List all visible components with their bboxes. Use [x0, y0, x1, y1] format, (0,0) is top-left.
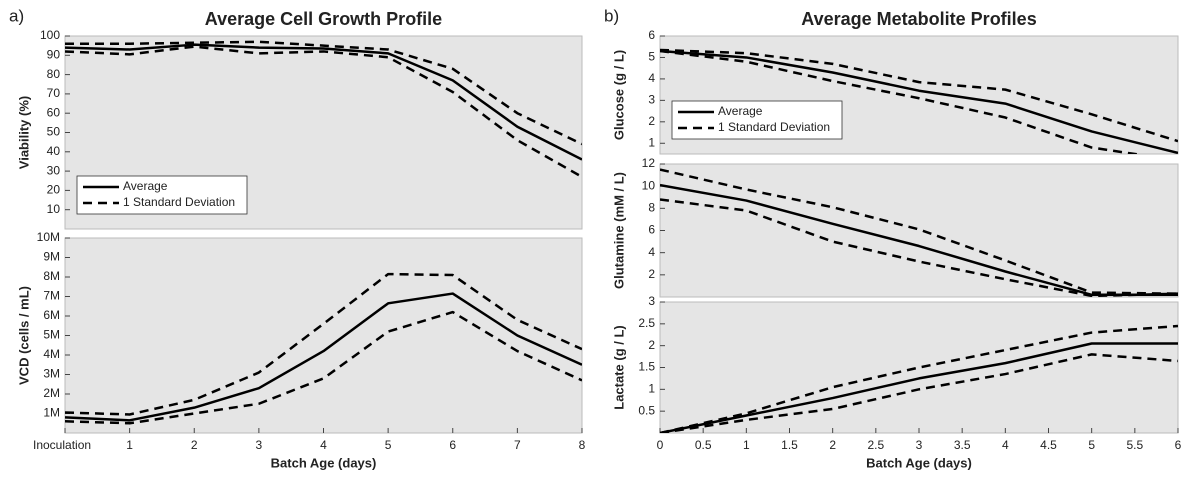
y-tick-label: 1M — [43, 406, 60, 420]
y-tick-label: 1 — [648, 135, 655, 149]
y-tick-label: 8 — [648, 201, 655, 215]
y-tick-label: 10 — [47, 202, 61, 216]
std-line — [660, 49, 1144, 154]
y-tick-label: 3 — [648, 93, 655, 107]
y-tick-label: 20 — [47, 183, 61, 197]
x-tick-label: 2 — [829, 438, 836, 452]
y-tick-label: 12 — [642, 156, 656, 170]
x-tick-label: 2.5 — [867, 438, 884, 452]
x-tick-label: 6 — [1175, 438, 1182, 452]
x-tick-label: 1.5 — [781, 438, 798, 452]
legend-box — [671, 100, 843, 140]
x-tick-label: 4.5 — [1040, 438, 1057, 452]
x-tick-label: 3 — [916, 438, 923, 452]
y-tick-label: 1 — [648, 382, 655, 396]
series-group — [660, 324, 1178, 433]
y-axis-label: Glucose (g / L) — [611, 50, 626, 140]
y-tick-label: 5 — [648, 50, 655, 64]
y-tick-label: 70 — [47, 86, 61, 100]
average-line — [65, 292, 582, 422]
y-axis-label: Glutamine (mM / L) — [611, 172, 626, 289]
y-tick-label: 4 — [648, 245, 655, 259]
y-tick-label: 50 — [47, 125, 61, 139]
y-tick-label: 5M — [43, 328, 60, 342]
y-axis-label: VCD (cells / mL) — [16, 286, 31, 385]
x-tick-label: Inoculation — [33, 438, 91, 452]
y-tick-label: 8M — [43, 269, 60, 283]
std-line — [65, 45, 582, 178]
std-line — [660, 48, 1178, 143]
series-group — [660, 168, 1178, 297]
y-axis-label: Lactate (g / L) — [611, 325, 626, 410]
legend-label: Average — [123, 179, 168, 193]
x-tick-label: 1 — [126, 438, 133, 452]
legend-label: 1 Standard Deviation — [718, 120, 830, 134]
chart-title: Average Metabolite Profiles — [801, 9, 1036, 29]
x-axis-label: Batch Age (days) — [866, 455, 972, 470]
y-tick-label: 90 — [47, 47, 61, 61]
y-tick-label: 0.5 — [638, 403, 655, 417]
y-tick-label: 60 — [47, 105, 61, 119]
y-tick-label: 80 — [47, 67, 61, 81]
series-group — [65, 272, 582, 425]
y-tick-label: 7M — [43, 289, 60, 303]
panel-label: a) — [9, 6, 24, 25]
x-axis-label: Batch Age (days) — [271, 455, 377, 470]
average-line — [660, 49, 1178, 154]
y-tick-label: 9M — [43, 250, 60, 264]
panel-label: b) — [604, 6, 619, 25]
y-tick-label: 40 — [47, 144, 61, 158]
std-line — [65, 272, 582, 416]
x-tick-label: 6 — [449, 438, 456, 452]
x-tick-label: 5.5 — [1126, 438, 1143, 452]
y-tick-label: 2M — [43, 386, 60, 400]
x-tick-label: 0.5 — [695, 438, 712, 452]
std-line — [660, 353, 1178, 433]
y-tick-label: 2 — [648, 114, 655, 128]
series-group — [660, 48, 1178, 154]
x-tick-label: 2 — [191, 438, 198, 452]
series-group — [65, 40, 582, 178]
std-line — [65, 40, 582, 146]
chart-title: Average Cell Growth Profile — [205, 9, 442, 29]
std-line — [660, 324, 1178, 433]
x-tick-label: 7 — [514, 438, 521, 452]
x-tick-label: 4 — [1002, 438, 1009, 452]
x-tick-label: 8 — [579, 438, 586, 452]
y-tick-label: 2.5 — [638, 316, 655, 330]
average-line — [65, 43, 582, 161]
x-tick-label: 0 — [657, 438, 664, 452]
legend-box — [76, 175, 248, 215]
x-tick-label: 5 — [1088, 438, 1095, 452]
x-tick-label: 4 — [320, 438, 327, 452]
plot-area — [64, 237, 583, 434]
x-tick-label: 3.5 — [954, 438, 971, 452]
y-tick-label: 30 — [47, 163, 61, 177]
y-axis-label: Viability (%) — [16, 96, 31, 169]
y-tick-label: 10M — [37, 230, 60, 244]
y-tick-label: 3 — [648, 294, 655, 308]
x-tick-label: 5 — [385, 438, 392, 452]
y-tick-label: 6 — [648, 223, 655, 237]
x-tick-label: 1 — [743, 438, 750, 452]
y-tick-label: 2 — [648, 267, 655, 281]
legend-label: 1 Standard Deviation — [123, 195, 235, 209]
y-tick-label: 4 — [648, 71, 655, 85]
plot-area — [659, 35, 1179, 155]
y-tick-label: 2 — [648, 338, 655, 352]
y-tick-label: 10 — [642, 178, 656, 192]
y-tick-label: 4M — [43, 347, 60, 361]
y-tick-label: 6M — [43, 308, 60, 322]
plot-area — [659, 301, 1179, 434]
plot-area — [659, 163, 1179, 298]
average-line — [660, 342, 1178, 433]
y-tick-label: 100 — [40, 28, 60, 42]
y-tick-label: 1.5 — [638, 360, 655, 374]
legend-label: Average — [718, 104, 763, 118]
x-tick-label: 3 — [256, 438, 263, 452]
y-tick-label: 6 — [648, 28, 655, 42]
std-line — [660, 198, 1178, 297]
y-tick-label: 3M — [43, 367, 60, 381]
